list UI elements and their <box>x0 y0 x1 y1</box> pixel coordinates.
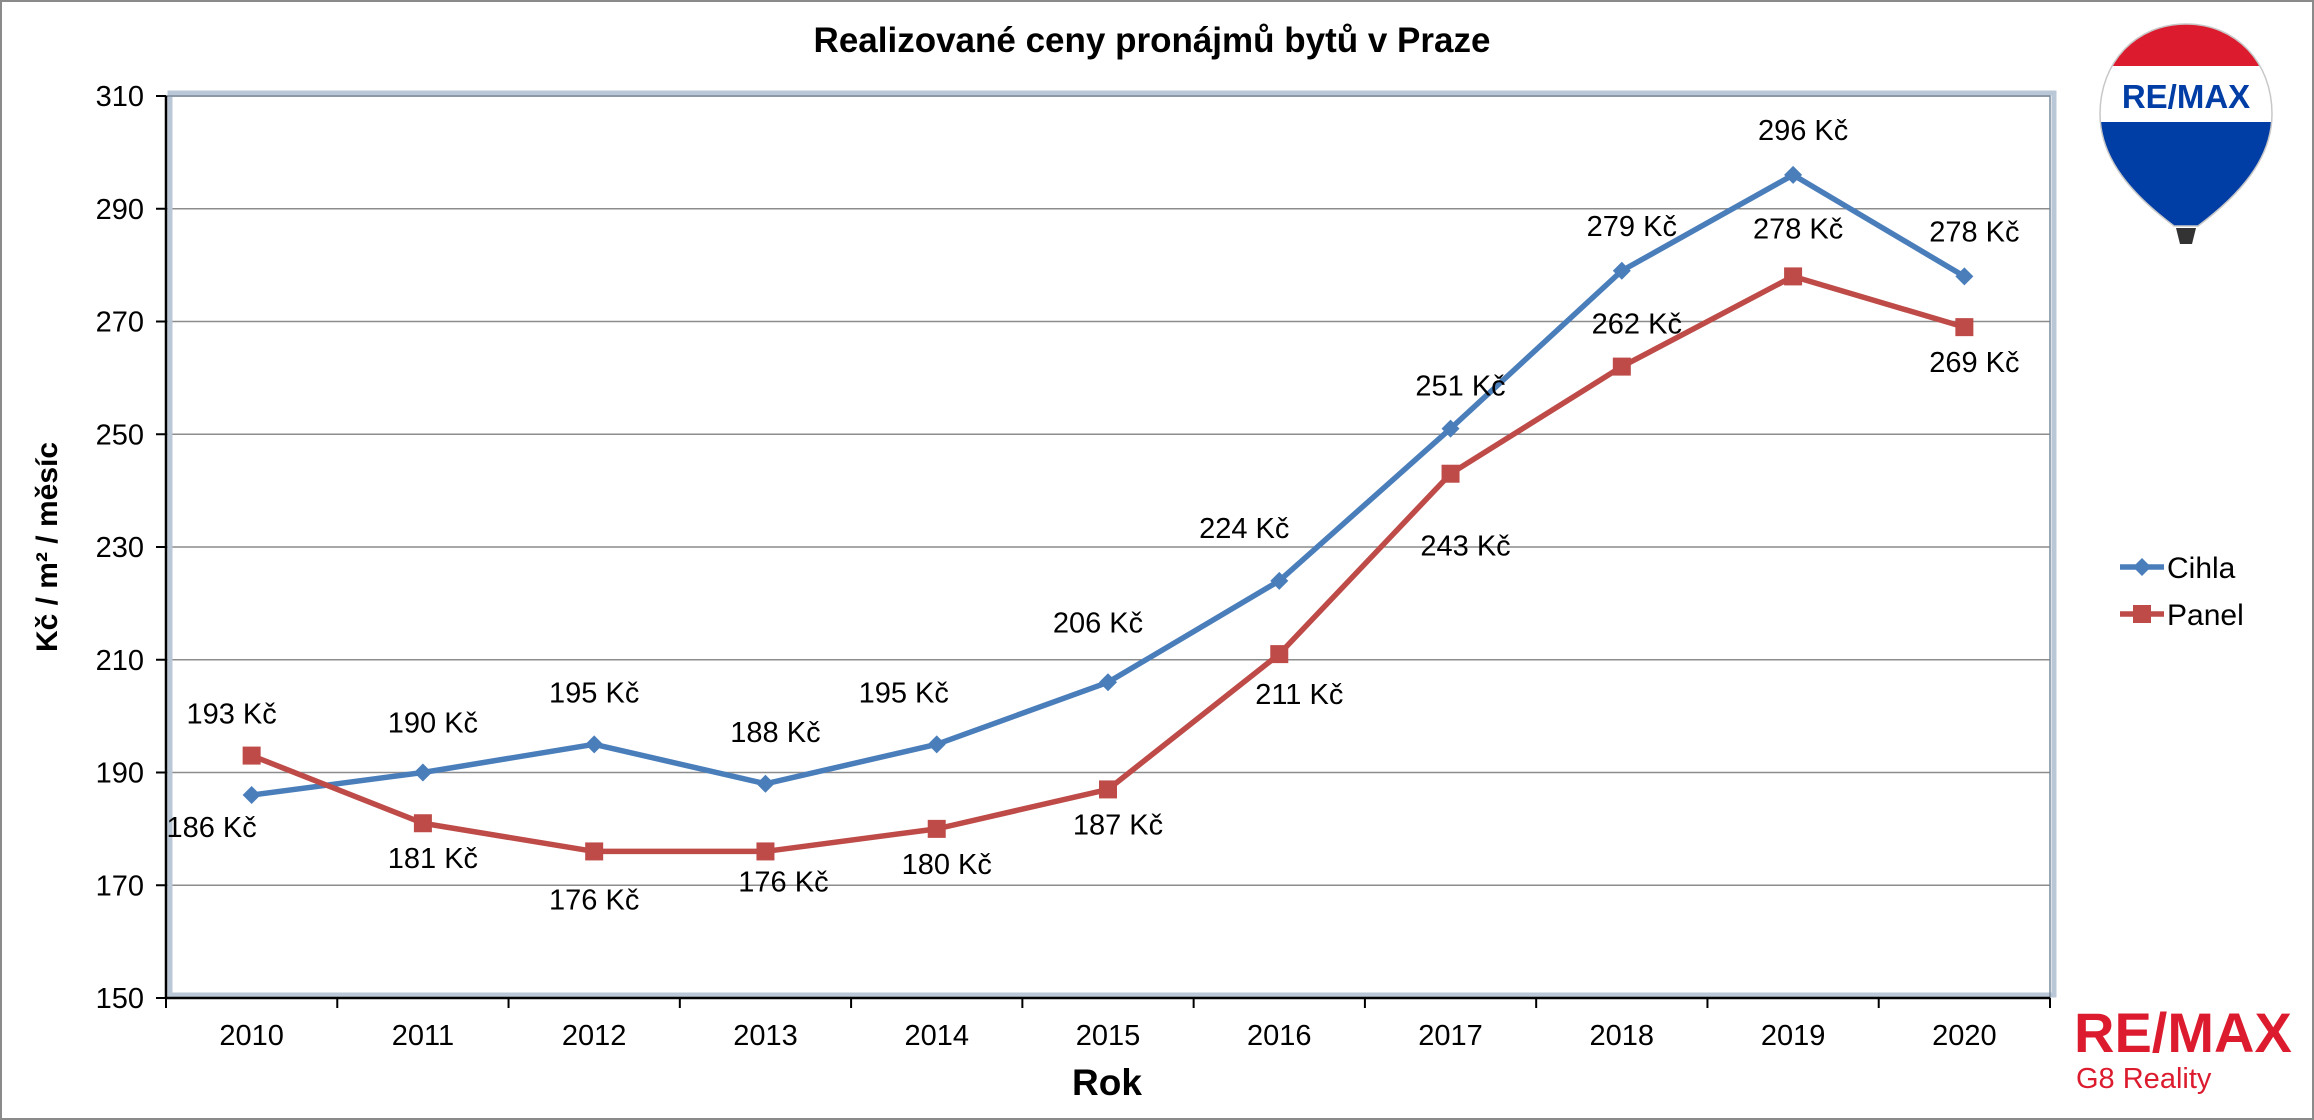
data-labels: 186 Kč 190 Kč 195 Kč 188 Kč 195 Kč 206 Kč 224 … <box>166 115 2019 916</box>
plot-border-shadow <box>167 90 2057 998</box>
point-marker-cihla <box>413 763 432 782</box>
data-label-panel: 176 Kč <box>738 866 828 898</box>
x-tick-label: 2015 <box>1076 1020 1141 1052</box>
point-marker-panel <box>1955 318 1974 337</box>
point-marker-panel <box>1441 464 1460 483</box>
point-marker-cihla <box>242 786 261 805</box>
chart-title: Realizované ceny pronájmů bytů v Praze <box>814 21 1491 60</box>
data-label-panel: 181 Kč <box>388 843 478 875</box>
data-label-panel: 187 Kč <box>1073 809 1163 841</box>
point-marker-panel <box>927 819 946 838</box>
point-marker-panel <box>1784 267 1803 286</box>
x-tick-label: 2016 <box>1247 1020 1312 1052</box>
series-markers <box>242 165 1974 861</box>
x-tick-labels: 2010 2011 2012 2013 2014 2015 2016 2017 2018 2019… <box>219 1020 1996 1052</box>
x-tick-label: 2010 <box>219 1020 284 1052</box>
y-tick-label: 210 <box>96 645 144 677</box>
point-marker-cihla <box>1612 261 1631 280</box>
data-label-panel: 211 Kč <box>1255 679 1343 711</box>
data-label-cihla: 195 Kč <box>859 677 949 709</box>
legend-label-cihla: Cihla <box>2167 552 2236 585</box>
x-tick-label: 2018 <box>1590 1020 1655 1052</box>
data-label-cihla: 278 Kč <box>1929 216 2019 248</box>
x-axis-title: Rok <box>1072 1062 1142 1103</box>
data-label-cihla: 195 Kč <box>549 677 639 709</box>
x-tick-label: 2013 <box>733 1020 798 1052</box>
y-axis-title: Kč / m² / měsíc <box>31 442 64 652</box>
data-label-panel: 269 Kč <box>1929 347 2019 379</box>
data-label-panel: 176 Kč <box>549 884 639 916</box>
data-label-panel: 193 Kč <box>186 699 276 731</box>
y-tick-label: 250 <box>96 419 144 451</box>
y-tick-label: 190 <box>96 758 144 790</box>
data-label-cihla: 296 Kč <box>1758 115 1848 147</box>
legend-label-panel: Panel <box>2167 599 2244 632</box>
point-marker-cihla <box>1441 419 1460 438</box>
point-marker-cihla <box>585 735 604 754</box>
x-tick-label: 2019 <box>1761 1020 1826 1052</box>
point-marker-panel <box>756 842 775 861</box>
data-label-panel: 243 Kč <box>1420 531 1510 563</box>
point-marker-panel <box>1099 780 1117 799</box>
data-label-cihla: 206 Kč <box>1053 607 1143 639</box>
data-label-cihla: 188 Kč <box>730 717 820 749</box>
brand-logo-text: RE/MAX <box>2074 1001 2292 1064</box>
axes <box>156 95 2051 1008</box>
point-marker-cihla <box>1270 571 1289 590</box>
point-marker-cihla <box>927 735 946 754</box>
legend-marker <box>2133 558 2151 576</box>
y-tick-label: 150 <box>96 983 144 1015</box>
point-marker-panel <box>242 746 261 765</box>
point-marker-cihla <box>1955 267 1974 286</box>
y-tick-label: 290 <box>96 194 144 226</box>
data-label-panel: 180 Kč <box>902 849 992 881</box>
x-tick-label: 2011 <box>392 1020 454 1052</box>
balloon-logo-text: RE/MAX <box>2122 78 2250 115</box>
point-marker-panel <box>585 842 604 861</box>
point-marker-cihla <box>756 774 775 793</box>
data-label-panel: 278 Kč <box>1753 213 1843 245</box>
x-tick-label: 2020 <box>1932 1020 1997 1052</box>
point-marker-panel <box>1612 357 1631 376</box>
data-label-cihla: 186 Kč <box>166 812 256 844</box>
gridlines <box>166 95 2050 886</box>
x-tick-label: 2017 <box>1418 1020 1483 1052</box>
y-tick-label: 310 <box>96 81 144 113</box>
y-tick-labels: 150 170 190 210 230 250 270 290 310 <box>96 81 144 1015</box>
point-marker-cihla <box>1099 673 1117 692</box>
point-marker-panel <box>413 814 432 833</box>
point-marker-panel <box>1270 645 1289 664</box>
data-label-cihla: 190 Kč <box>388 708 478 740</box>
legend-marker <box>2133 605 2151 623</box>
brand-subtitle: G8 Reality <box>2076 1063 2212 1095</box>
y-tick-label: 270 <box>96 307 144 339</box>
data-label-cihla: 279 Kč <box>1587 211 1677 243</box>
point-marker-cihla <box>1784 165 1803 184</box>
y-tick-label: 230 <box>96 532 144 564</box>
legend: Cihla Panel <box>2120 552 2244 632</box>
data-label-cihla: 224 Kč <box>1199 513 1289 545</box>
data-label-panel: 262 Kč <box>1592 309 1682 341</box>
y-tick-label: 170 <box>96 870 144 902</box>
x-tick-label: 2014 <box>904 1020 969 1052</box>
x-tick-label: 2012 <box>562 1020 627 1052</box>
data-label-cihla: 251 Kč <box>1415 371 1505 403</box>
